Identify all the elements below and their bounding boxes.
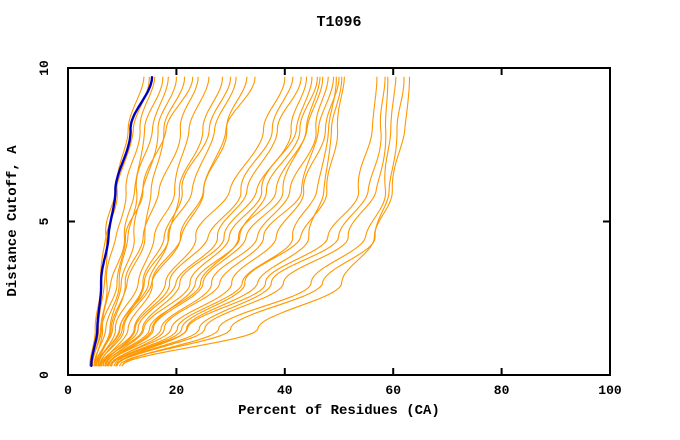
tick-labels: 0 20 40 60 80 100 0 5 10	[37, 60, 622, 398]
model-curve	[94, 76, 164, 367]
model-curve	[110, 76, 337, 367]
model-curve	[95, 76, 177, 367]
y-axis-label: Distance Cutoff, A	[5, 145, 21, 297]
model-curve	[113, 76, 345, 367]
model-curve	[108, 76, 321, 367]
model-curve	[109, 76, 340, 367]
model-curve	[106, 76, 329, 367]
model-curve	[91, 76, 156, 367]
model-curve	[102, 76, 302, 367]
model-curve	[99, 76, 286, 367]
model-curve	[104, 76, 324, 367]
x-axis-label: Percent of Residues (CA)	[238, 403, 440, 419]
y-tick-label: 10	[37, 60, 52, 76]
model-curve	[98, 76, 256, 367]
model-curve	[118, 76, 405, 367]
model-curve	[105, 76, 313, 367]
model-curve	[110, 76, 335, 367]
model-curve	[93, 76, 169, 367]
model-curve	[107, 76, 318, 367]
x-tick-label: 20	[169, 383, 185, 398]
x-tick-label: 40	[277, 383, 293, 398]
model-curve	[97, 76, 186, 367]
y-tick-label: 0	[37, 371, 52, 379]
model-curve	[97, 76, 210, 367]
model-curve	[121, 76, 411, 367]
model-curve	[91, 76, 194, 367]
model-curve	[116, 76, 343, 367]
model-curve	[97, 76, 232, 367]
model-curve	[110, 76, 378, 367]
x-tick-label: 0	[64, 383, 72, 398]
x-tick-label: 100	[598, 383, 622, 398]
x-tick-label: 80	[494, 383, 510, 398]
tick-marks	[67, 67, 611, 376]
x-tick-label: 60	[385, 383, 401, 398]
model-curve	[115, 76, 386, 367]
y-tick-label: 5	[37, 217, 52, 225]
model-curves-layer	[89, 76, 411, 367]
chart-title: T1096	[316, 14, 361, 31]
model-curve	[116, 76, 389, 367]
highlight-curve	[90, 76, 154, 367]
model-curve	[94, 76, 199, 367]
model-curve	[104, 76, 294, 367]
model-curve	[101, 76, 308, 367]
model-curve	[99, 76, 224, 367]
model-curve	[121, 76, 397, 367]
